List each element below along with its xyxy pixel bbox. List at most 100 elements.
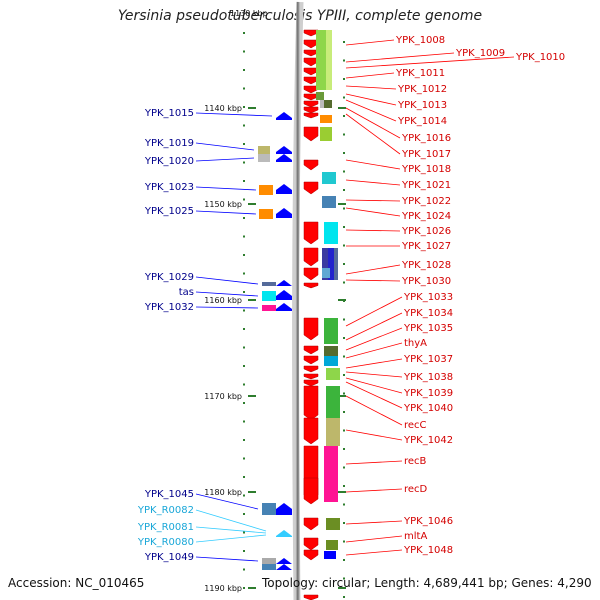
- scale-dot: [243, 143, 245, 145]
- gene-label-right: YPK_1046: [403, 516, 453, 527]
- reverse-feature-bar: [259, 185, 273, 195]
- feature-bar: [324, 100, 332, 108]
- right-label-connector: [345, 312, 403, 341]
- forward-gene-arrow: [303, 549, 319, 561]
- reverse-feature-bar: [262, 305, 276, 311]
- scale-dot: [243, 587, 245, 589]
- feature-bar: [322, 248, 328, 280]
- scale-dot: [343, 466, 345, 469]
- scale-tick: [248, 299, 256, 301]
- gene-label-right: YPK_1008: [395, 35, 445, 46]
- scale-dot: [243, 106, 245, 108]
- reverse-gene-arrow: [276, 290, 292, 300]
- scale-ruler: 1140 kbp 1150 kbp 1160 kbp 1170 kbp 1180 kbp…: [204, 104, 346, 593]
- feature-bar: [320, 100, 324, 108]
- scale-dot: [343, 152, 345, 154]
- gene-label-right: recB: [404, 456, 427, 467]
- forward-gene-arrow: [303, 39, 319, 49]
- gene-label-right: thyA: [404, 338, 427, 349]
- gene-label-left: YPK_1025: [144, 206, 194, 217]
- feature-bar: [316, 92, 324, 100]
- scale-dot: [343, 577, 345, 580]
- gene-label-left: tas: [179, 287, 194, 298]
- gene-label-right: YPK_1042: [403, 435, 453, 446]
- scale-tick: [338, 299, 346, 301]
- feature-bar: [326, 30, 332, 90]
- scale-dot: [343, 41, 345, 43]
- right-label-connector: [345, 159, 401, 170]
- gene-label-left: YPK_1020: [144, 156, 194, 167]
- forward-strand-genes: [303, 29, 319, 600]
- forward-gene-arrow: [303, 106, 319, 114]
- left-label-connector: [195, 186, 257, 191]
- gene-label-left: YPK_R0082: [137, 505, 194, 516]
- scale-dot: [343, 244, 345, 247]
- feature-bar: [328, 248, 334, 280]
- scale-dot: [343, 448, 345, 450]
- left-label-connector: [195, 509, 267, 532]
- forward-gene-arrow: [303, 317, 319, 341]
- left-label-connector: [195, 157, 255, 162]
- gene-label-right: YPK_1012: [397, 84, 447, 95]
- right-label-connector: [345, 381, 403, 409]
- scale-dot: [343, 78, 345, 80]
- forward-gene-arrow: [303, 282, 319, 289]
- scale-tick: [338, 203, 346, 205]
- feature-bar: [326, 368, 340, 380]
- right-label-connector: [345, 520, 403, 525]
- gene-label-right: YPK_1033: [403, 292, 453, 303]
- forward-gene-arrow: [303, 76, 319, 85]
- forward-gene-arrow: [303, 85, 319, 94]
- scale-tick: [338, 395, 346, 397]
- gene-label-right: YPK_1040: [403, 403, 453, 414]
- gene-label-right: YPK_1010: [515, 52, 565, 63]
- scale-dot: [243, 32, 245, 34]
- left-label-connectors: [195, 112, 273, 562]
- scale-tick: [338, 587, 346, 589]
- right-label-connector: [345, 342, 403, 359]
- gene-label-right: YPK_1011: [395, 68, 445, 79]
- forward-gene-arrow: [303, 373, 319, 380]
- scale-dot: [243, 513, 245, 515]
- gene-label-left: YPK_1045: [144, 489, 194, 500]
- scale-dot: [243, 272, 245, 275]
- left-label-connector: [195, 112, 273, 117]
- gene-label-right: YPK_1016: [401, 133, 451, 144]
- reverse-feature-bar: [262, 564, 276, 570]
- left-label-connector: [195, 556, 259, 562]
- scale-dot: [343, 540, 345, 543]
- gene-label-right: recD: [404, 484, 428, 495]
- gene-label-right: YPK_1018: [401, 164, 451, 175]
- backbone-line: [292, 1, 304, 600]
- forward-gene-arrow: [303, 29, 319, 37]
- forward-gene-arrow: [303, 247, 319, 267]
- right-label-connector: [345, 279, 401, 282]
- reverse-gene-arrow: [276, 503, 292, 515]
- gene-label-left: YPK_R0081: [137, 522, 194, 533]
- scale-dot: [243, 69, 245, 71]
- scale-tick: [338, 491, 346, 493]
- right-label-connector: [345, 429, 403, 441]
- feature-bar: [324, 446, 338, 502]
- right-label-connector: [345, 535, 403, 543]
- gene-label-left: YPK_1019: [144, 138, 194, 149]
- scale-dot: [243, 161, 245, 164]
- scale-dot: [343, 133, 345, 136]
- reverse-gene-arrow: [276, 184, 292, 194]
- feature-bar: [322, 268, 330, 278]
- scale-dot: [343, 170, 345, 173]
- right-label-connector: [345, 371, 403, 378]
- scale-tick: [248, 107, 256, 109]
- gene-label-left: YPK_R0080: [137, 537, 194, 548]
- scale-label: 1190 kbp: [204, 584, 242, 593]
- right-label-connector: [345, 358, 403, 369]
- gene-label-left: YPK_1023: [144, 182, 194, 193]
- scale-dot: [243, 87, 245, 90]
- gene-label-right: YPK_1037: [403, 354, 453, 365]
- scale-dot: [243, 198, 245, 201]
- gene-label-right: YPK_1013: [397, 100, 447, 111]
- forward-gene-arrow: [303, 417, 319, 445]
- reverse-feature-bar: [262, 291, 276, 301]
- right-label-connector: [345, 296, 403, 327]
